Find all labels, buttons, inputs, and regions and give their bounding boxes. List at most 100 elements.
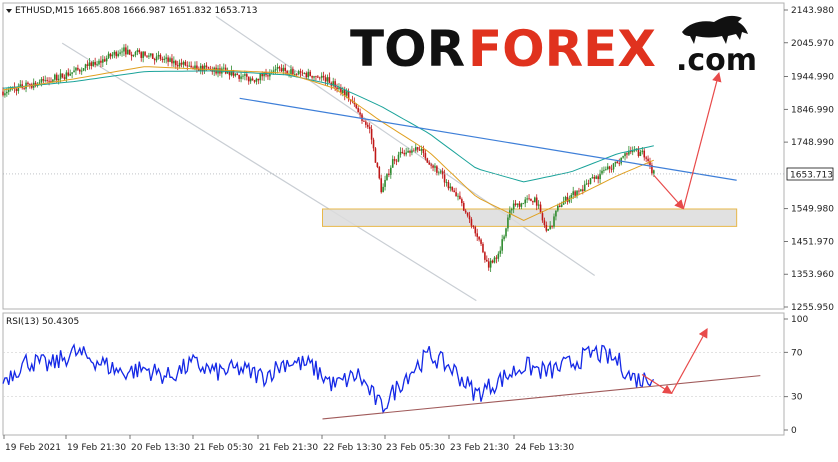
- candle-body: [618, 163, 621, 165]
- bull-logo-icon: [682, 15, 748, 44]
- candle-body: [653, 170, 655, 174]
- candle-body: [15, 88, 18, 92]
- candle-body: [580, 189, 582, 192]
- candle-body: [274, 68, 277, 71]
- candle-body: [240, 76, 242, 79]
- candle-body: [75, 67, 77, 71]
- candle-body: [71, 72, 73, 74]
- candle-body: [614, 161, 617, 164]
- candle-body: [522, 203, 525, 205]
- logo-text-tor: TOR: [350, 20, 465, 78]
- candle-body: [105, 58, 108, 62]
- candle-body: [372, 139, 375, 149]
- candle-body: [309, 71, 311, 76]
- candle-body: [171, 58, 173, 64]
- candle-body: [111, 54, 114, 57]
- candle-body: [486, 259, 488, 262]
- candle-body: [347, 91, 350, 100]
- candle-body: [69, 73, 71, 76]
- candle-body: [505, 228, 507, 237]
- candle-body: [495, 257, 498, 259]
- rsi-y-tick-label: 0: [791, 426, 797, 436]
- candle-body: [267, 75, 269, 77]
- candle-body: [605, 169, 607, 171]
- candle-body: [424, 153, 427, 159]
- candle-body: [17, 86, 20, 92]
- main-series-layer: [2, 15, 784, 302]
- candle-body: [207, 67, 210, 69]
- main-y-tick-label: 1846.990: [791, 105, 834, 115]
- candle-body: [416, 147, 419, 150]
- candle-body: [566, 196, 569, 202]
- candle-body: [336, 87, 338, 90]
- candle-body: [299, 71, 302, 73]
- candle-body: [587, 183, 590, 185]
- candle-body: [338, 87, 340, 90]
- candle-body: [555, 210, 557, 217]
- candle-body: [196, 65, 198, 70]
- candle-body: [620, 157, 622, 164]
- candle-body: [2, 91, 4, 96]
- candle-body: [98, 60, 100, 65]
- candle-body: [593, 177, 596, 179]
- candle-body: [103, 59, 106, 62]
- candle-body: [230, 70, 233, 76]
- candle-body: [487, 261, 490, 268]
- candle-body: [409, 150, 411, 153]
- candle-body: [461, 199, 463, 204]
- rsi-y-tick-label: 30: [791, 393, 803, 403]
- candle-body: [514, 203, 517, 205]
- candle-body: [180, 62, 183, 65]
- candle-body: [65, 72, 68, 79]
- candle-body: [249, 78, 252, 82]
- x-tick-label: 23 Feb 21:30: [450, 443, 509, 453]
- candle-body: [418, 149, 421, 151]
- candle-body: [368, 126, 371, 129]
- candle-body: [370, 128, 373, 140]
- candle-body: [482, 243, 484, 253]
- candle-body: [63, 77, 66, 79]
- candle-body: [363, 120, 365, 122]
- candle-body: [92, 61, 95, 67]
- candle-body: [86, 64, 89, 66]
- candle-body: [174, 60, 177, 66]
- candle-body: [649, 160, 651, 166]
- rsi-header-text: RSI(13) 50.4305: [6, 317, 79, 327]
- candle-body: [610, 168, 613, 170]
- candle-body: [562, 201, 565, 205]
- candle-body: [201, 65, 204, 72]
- candle-body: [645, 157, 647, 159]
- candle-body: [591, 177, 594, 179]
- candle-body: [261, 73, 263, 77]
- candle-body: [449, 186, 452, 189]
- candle-body: [426, 158, 429, 163]
- rsi-line: [2, 343, 655, 415]
- candle-body: [439, 171, 442, 173]
- candle-body: [647, 158, 649, 161]
- candle-body: [38, 82, 41, 85]
- candle-body: [384, 179, 386, 187]
- candle-body: [4, 93, 6, 96]
- candle-body: [138, 50, 141, 53]
- candle-body: [232, 70, 235, 76]
- candle-body: [612, 163, 615, 170]
- candle-body: [326, 77, 329, 82]
- candle-body: [447, 182, 450, 189]
- candle-body: [430, 164, 432, 166]
- candle-body: [186, 65, 189, 67]
- candle-body: [234, 73, 237, 76]
- candle-body: [512, 203, 515, 210]
- candle-body: [6, 91, 8, 94]
- candle-body: [432, 165, 434, 168]
- candle-body: [459, 195, 461, 200]
- main-header-text: ETHUSD,M15 1665.808 1666.987 1651.832 16…: [15, 6, 257, 16]
- candle-body: [616, 161, 619, 164]
- candle-body: [574, 191, 576, 196]
- candle-body: [284, 67, 287, 71]
- candle-body: [295, 74, 298, 75]
- candle-body: [441, 171, 444, 175]
- candle-body: [526, 198, 528, 200]
- rsi-forecast-up-arrow: [671, 327, 708, 394]
